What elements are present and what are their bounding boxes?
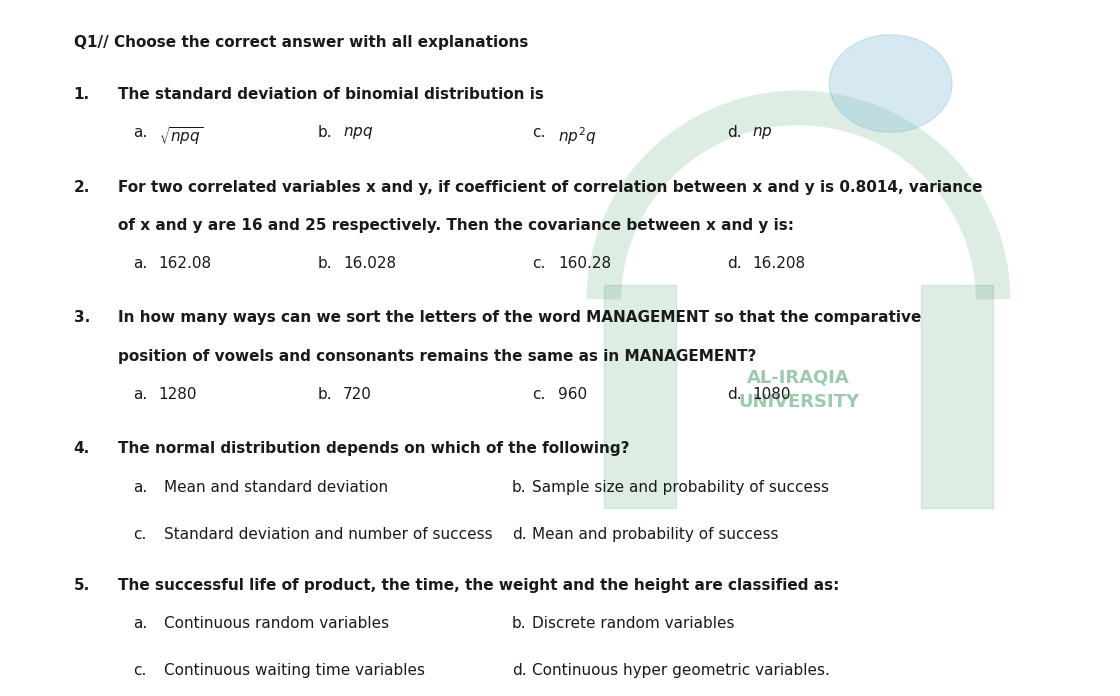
Text: Mean and standard deviation: Mean and standard deviation: [164, 480, 388, 495]
Text: 3.: 3.: [74, 310, 90, 326]
Text: The normal distribution depends on which of the following?: The normal distribution depends on which…: [118, 441, 629, 457]
Text: d.: d.: [727, 256, 741, 271]
Text: $np$: $np$: [753, 125, 773, 141]
Text: In how many ways can we sort the letters of the word MANAGEMENT so that the comp: In how many ways can we sort the letters…: [118, 310, 921, 326]
Text: 162.08: 162.08: [159, 256, 212, 271]
Text: 16.208: 16.208: [753, 256, 805, 271]
Text: 1080: 1080: [753, 387, 791, 402]
Text: b.: b.: [317, 125, 332, 141]
Text: a.: a.: [133, 387, 148, 402]
Text: d.: d.: [727, 387, 741, 402]
Text: 720: 720: [343, 387, 372, 402]
Text: 2.: 2.: [74, 180, 90, 195]
Text: Mean and probability of success: Mean and probability of success: [532, 527, 778, 542]
Text: c.: c.: [532, 256, 545, 271]
Text: Continuous waiting time variables: Continuous waiting time variables: [164, 663, 424, 679]
Text: Q1// Choose the correct answer with all explanations: Q1// Choose the correct answer with all …: [74, 35, 528, 50]
Bar: [604, 285, 675, 508]
Text: b.: b.: [317, 256, 332, 271]
Text: b.: b.: [512, 480, 526, 495]
Text: Continuous hyper geometric variables.: Continuous hyper geometric variables.: [532, 663, 830, 679]
Text: c.: c.: [133, 663, 147, 679]
Text: a.: a.: [133, 125, 148, 141]
Text: 1.: 1.: [74, 87, 90, 102]
Text: Standard deviation and number of success: Standard deviation and number of success: [164, 527, 493, 542]
Text: b.: b.: [512, 616, 526, 631]
Text: a.: a.: [133, 256, 148, 271]
Text: d.: d.: [512, 527, 526, 542]
Text: $\sqrt{npq}$: $\sqrt{npq}$: [159, 125, 203, 148]
Text: Sample size and probability of success: Sample size and probability of success: [532, 480, 829, 495]
Text: c.: c.: [532, 387, 545, 402]
Text: position of vowels and consonants remains the same as in MANAGEMENT?: position of vowels and consonants remain…: [118, 349, 756, 364]
Text: Discrete random variables: Discrete random variables: [532, 616, 735, 631]
Text: $np^{2}q$: $np^{2}q$: [558, 125, 596, 147]
Text: d.: d.: [727, 125, 741, 141]
Text: a.: a.: [133, 616, 148, 631]
Bar: [922, 285, 993, 508]
Text: 960: 960: [558, 387, 587, 402]
Text: The standard deviation of binomial distribution is: The standard deviation of binomial distr…: [118, 87, 543, 102]
Text: Continuous random variables: Continuous random variables: [164, 616, 389, 631]
Text: d.: d.: [512, 663, 526, 679]
Text: c.: c.: [532, 125, 545, 141]
Text: b.: b.: [317, 387, 332, 402]
Text: 5.: 5.: [74, 578, 90, 593]
Text: The successful life of product, the time, the weight and the height are classifi: The successful life of product, the time…: [118, 578, 839, 593]
Text: a.: a.: [133, 480, 148, 495]
Text: 160.28: 160.28: [558, 256, 612, 271]
Text: 1280: 1280: [159, 387, 197, 402]
Text: of x and y are 16 and 25 respectively. Then the covariance between x and y is:: of x and y are 16 and 25 respectively. T…: [118, 218, 794, 233]
Text: AL-IRAQIA
UNIVERSITY: AL-IRAQIA UNIVERSITY: [738, 368, 859, 411]
Text: For two correlated variables x and y, if coefficient of correlation between x an: For two correlated variables x and y, if…: [118, 180, 982, 195]
Text: $npq$: $npq$: [343, 125, 373, 141]
Text: 4.: 4.: [74, 441, 90, 457]
Text: 16.028: 16.028: [343, 256, 396, 271]
Ellipse shape: [829, 35, 952, 132]
Text: c.: c.: [133, 527, 147, 542]
